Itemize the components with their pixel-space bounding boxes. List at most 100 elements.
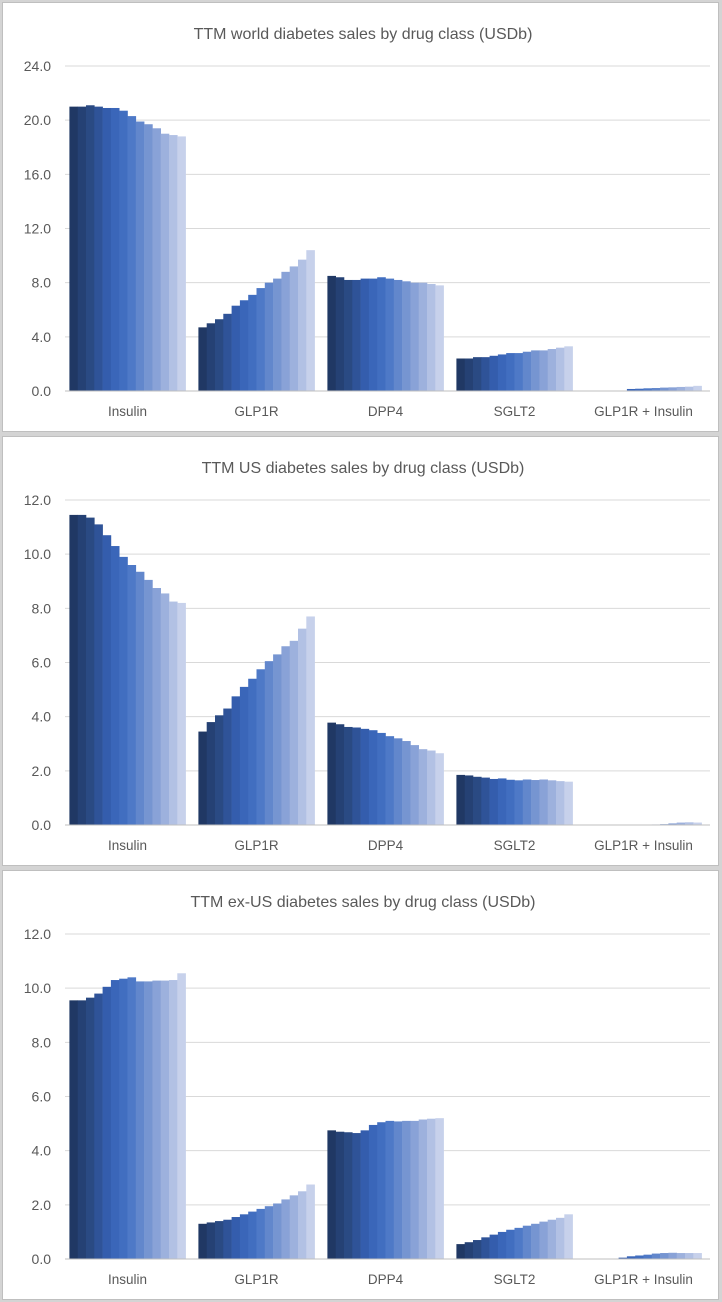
bar-sglt2-8 [514, 353, 524, 391]
bar-sglt2-11 [539, 1221, 548, 1260]
bar-sglt2-13 [556, 1217, 565, 1259]
bar-dpp4-9 [393, 279, 403, 391]
bar-dpp4-7 [377, 732, 386, 825]
bar-sglt2-13 [556, 781, 565, 826]
y-tick-label: 6.0 [32, 655, 52, 671]
chart-title: TTM world diabetes sales by drug class (… [194, 26, 533, 43]
bar-glp1r-insulin-8 [643, 388, 653, 391]
x-category-label: GLP1R + Insulin [594, 1272, 693, 1287]
bar-glp1r-insulin-8 [643, 1254, 653, 1259]
x-category-label: SGLT2 [494, 838, 536, 853]
bar-glp1r-5 [231, 696, 241, 825]
bar-insulin-4 [94, 524, 103, 826]
bar-dpp4-5 [360, 278, 370, 391]
x-category-label: GLP1R [234, 1272, 279, 1287]
bar-dpp4-4 [352, 279, 361, 391]
bar-glp1r-insulin-13 [685, 386, 694, 391]
bar-dpp4-14 [435, 1118, 444, 1259]
bar-sglt2-14 [564, 781, 573, 825]
y-tick-label: 0.0 [32, 383, 52, 399]
bar-dpp4-4 [352, 727, 361, 825]
us-sales-chart: TTM US diabetes sales by drug class (USD… [24, 460, 710, 853]
y-tick-label: 0.0 [32, 817, 52, 833]
bar-glp1r-10 [273, 278, 282, 391]
bar-dpp4-7 [377, 1122, 386, 1259]
bar-dpp4-3 [344, 726, 353, 825]
bar-insulin-5 [102, 535, 112, 825]
x-category-label: SGLT2 [494, 1272, 536, 1287]
bar-insulin-10 [144, 124, 153, 391]
bar-sglt2-10 [531, 780, 540, 825]
bar-insulin-12 [160, 133, 170, 391]
bar-insulin-2 [77, 106, 87, 392]
bar-sglt2-14 [564, 1214, 573, 1259]
bar-glp1r-3 [215, 715, 224, 825]
y-tick-label: 10.0 [24, 980, 51, 996]
bar-glp1r-13 [298, 628, 307, 825]
bar-insulin-7 [119, 978, 128, 1259]
chart-title: TTM ex-US diabetes sales by drug class (… [191, 894, 536, 911]
bar-dpp4-5 [360, 728, 370, 825]
bar-glp1r-insulin-9 [651, 388, 661, 391]
bar-insulin-10 [144, 579, 153, 825]
ex-us-sales-chart: TTM ex-US diabetes sales by drug class (… [24, 894, 710, 1287]
y-tick-label: 4.0 [32, 329, 52, 345]
bar-glp1r-5 [231, 305, 241, 391]
bar-sglt2-12 [547, 1219, 557, 1259]
bar-glp1r-insulin-14 [693, 822, 702, 825]
bar-dpp4-1 [327, 275, 336, 391]
bar-glp1r-1 [198, 1223, 207, 1259]
bar-glp1r-11 [281, 271, 290, 391]
bar-dpp4-12 [418, 749, 428, 825]
bar-dpp4-14 [435, 753, 444, 825]
bar-dpp4-13 [427, 750, 436, 825]
bar-dpp4-9 [393, 1121, 403, 1259]
bar-sglt2-3 [473, 357, 482, 391]
bar-dpp4-11 [410, 745, 419, 825]
bar-dpp4-9 [393, 738, 403, 825]
bar-sglt2-2 [464, 1242, 474, 1259]
bar-insulin-8 [127, 565, 137, 825]
bar-sglt2-6 [497, 778, 507, 825]
y-tick-label: 8.0 [32, 275, 52, 291]
bar-insulin-5 [102, 986, 112, 1259]
bar-dpp4-1 [327, 722, 336, 826]
bar-glp1r-insulin-11 [668, 1252, 677, 1259]
bar-sglt2-1 [456, 774, 465, 825]
bar-glp1r-9 [264, 661, 274, 825]
bar-insulin-4 [94, 106, 103, 392]
y-tick-label: 12.0 [24, 492, 51, 508]
bar-glp1r-3 [215, 1221, 224, 1259]
bar-insulin-2 [77, 514, 87, 825]
bar-sglt2-13 [556, 347, 565, 391]
bar-glp1r-4 [223, 1219, 232, 1259]
bar-sglt2-2 [464, 775, 474, 825]
bar-glp1r-7 [248, 1211, 257, 1259]
x-category-label: GLP1R + Insulin [594, 838, 693, 853]
bar-sglt2-11 [539, 779, 548, 825]
bar-glp1r-12 [289, 640, 299, 825]
bar-glp1r-7 [248, 294, 257, 391]
bar-glp1r-2 [206, 323, 216, 391]
bar-dpp4-10 [402, 281, 411, 391]
bar-glp1r-insulin-7 [635, 388, 644, 391]
bar-insulin-6 [110, 980, 120, 1259]
bar-dpp4-1 [327, 1130, 336, 1259]
bar-sglt2-3 [473, 776, 482, 825]
x-category-label: DPP4 [368, 1272, 404, 1287]
x-category-label: DPP4 [368, 404, 404, 419]
bar-dpp4-2 [335, 1131, 345, 1259]
bar-sglt2-12 [547, 780, 557, 825]
bar-glp1r-insulin-11 [668, 823, 677, 826]
bar-glp1r-10 [273, 654, 282, 826]
bar-sglt2-11 [539, 350, 548, 392]
bar-insulin-3 [86, 997, 95, 1259]
y-tick-label: 24.0 [24, 58, 51, 74]
bar-dpp4-8 [385, 1120, 395, 1260]
x-category-label: Insulin [108, 838, 147, 853]
bar-dpp4-8 [385, 278, 395, 391]
x-category-label: GLP1R [234, 838, 279, 853]
bar-glp1r-2 [206, 722, 216, 825]
bar-sglt2-5 [489, 355, 499, 391]
bar-glp1r-insulin-6 [626, 388, 636, 391]
